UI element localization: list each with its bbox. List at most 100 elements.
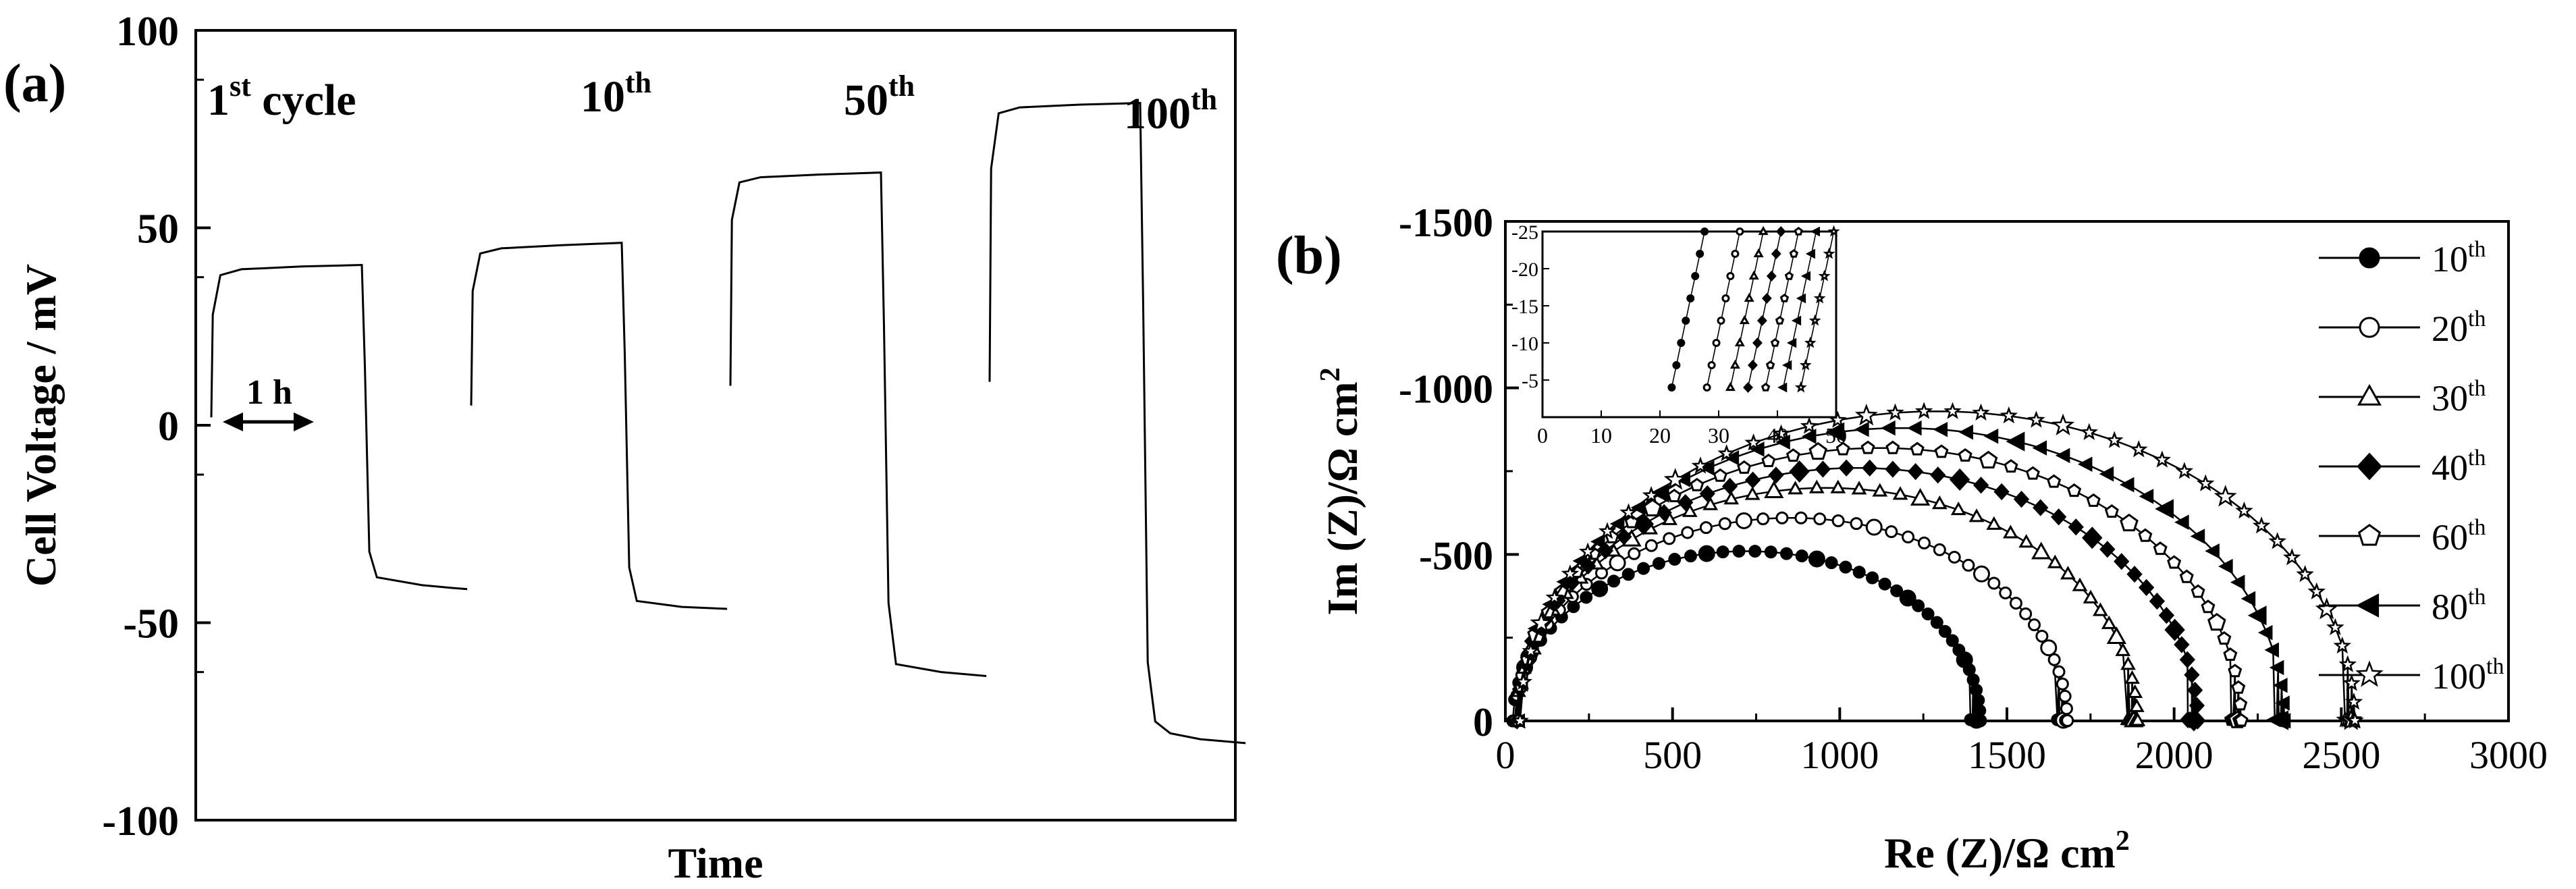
panel-b-point-80th-19 bbox=[1881, 420, 1896, 436]
panel-b-point-60th-37 bbox=[2201, 599, 2216, 614]
one-hour-arrow-left-head bbox=[223, 412, 243, 431]
panel-b-point-40th-36 bbox=[2149, 593, 2166, 610]
panel-b-point-40th-17 bbox=[1789, 460, 1810, 483]
panel-b-point-30th-15 bbox=[1723, 491, 1740, 505]
panel-b-y-axis-label-sup: 2 bbox=[1315, 367, 1346, 381]
inset-y-tick-label-1: -20 bbox=[1511, 259, 1538, 281]
cycle-label-0-base: 1 bbox=[207, 76, 230, 125]
legend-marker-20th bbox=[2359, 317, 2380, 338]
panel-b-point-60th-25 bbox=[2004, 459, 2018, 473]
panel-b-point-10th-15 bbox=[1668, 553, 1682, 566]
inset-point-10th-5 bbox=[1691, 272, 1700, 280]
panel-b-x-tick-label-2: 1000 bbox=[1800, 733, 1879, 777]
panel-b-point-100th-32 bbox=[2235, 501, 2253, 519]
panel-b-point-100th-8 bbox=[1619, 503, 1638, 520]
panel-b-point-60th-17 bbox=[1808, 441, 1827, 460]
inset-y-tick-label-2: -15 bbox=[1511, 296, 1538, 318]
panel-b-point-30th-24 bbox=[1910, 487, 1931, 506]
panel-a-y-tick-label-2: 0 bbox=[158, 404, 179, 450]
inset-x-tick-label-0: 0 bbox=[1537, 423, 1548, 448]
legend-label-sup-100: th bbox=[2486, 654, 2504, 679]
inset-point-30th-6 bbox=[1753, 248, 1764, 258]
inset-point-30th-1 bbox=[1729, 359, 1740, 369]
panel-b-point-80th-21 bbox=[1933, 421, 1948, 437]
panel-b-point-20th-38 bbox=[2040, 639, 2058, 657]
panel-b-point-80th-20 bbox=[1907, 420, 1922, 436]
panel-b-point-80th-23 bbox=[1983, 428, 1999, 444]
panel-b-point-100th-29 bbox=[2175, 462, 2194, 479]
panel-b-point-20th-13 bbox=[1663, 532, 1676, 545]
panel-b-point-40th-27 bbox=[2013, 490, 2030, 508]
cycle-label-1-base: 10 bbox=[581, 72, 625, 122]
legend-label-base-10: 10 bbox=[2432, 239, 2468, 279]
panel-b-point-60th-31 bbox=[2120, 513, 2139, 532]
panel-b-y-tick-label-1: -1000 bbox=[1399, 367, 1493, 412]
panel-b-point-40th-37 bbox=[2158, 607, 2175, 624]
panel-b-point-20th-35 bbox=[2019, 607, 2033, 620]
panel-b-x-tick-label-3: 1500 bbox=[1968, 733, 2046, 777]
panel-b-series-10th bbox=[1506, 545, 1987, 729]
panel-b-point-30th-13 bbox=[1682, 503, 1698, 517]
panel-b-series-30th bbox=[1508, 479, 2146, 728]
panel-b-point-100th-11 bbox=[1691, 456, 1710, 474]
cycle-label-0-tail: cycle bbox=[251, 76, 356, 125]
inset-point-20th-5 bbox=[1726, 272, 1735, 280]
inset-point-10th-2 bbox=[1677, 339, 1686, 347]
inset-point-20th-4 bbox=[1721, 294, 1730, 302]
panel-b-point-80th-38 bbox=[2247, 605, 2267, 626]
inset-series-40th bbox=[1743, 225, 1786, 394]
panel-b-point-30th-14 bbox=[1702, 496, 1719, 510]
panel-b-point-100th-35 bbox=[2283, 548, 2301, 566]
panel-b-point-40th-33 bbox=[2114, 553, 2130, 570]
panel-b-point-10th-26 bbox=[1839, 560, 1852, 574]
panel-b-x-ticks: 0 500 1000 1500 2000 2500 3000 bbox=[1496, 707, 2548, 777]
inset-point-100th-2 bbox=[1804, 336, 1817, 348]
panel-b-point-80th-30 bbox=[2139, 489, 2154, 504]
panel-b-point-10th-17 bbox=[1698, 545, 1715, 562]
panel-b-point-10th-28 bbox=[1866, 571, 1879, 585]
panel-b-series bbox=[1506, 402, 2364, 732]
legend-label-60th: 60th bbox=[2432, 515, 2486, 558]
inset-point-80th-5 bbox=[1800, 271, 1811, 281]
panel-b-point-20th-26 bbox=[1902, 530, 1915, 543]
panel-b-point-60th-24 bbox=[1979, 450, 1998, 468]
panel-b-point-40th-15 bbox=[1744, 471, 1761, 489]
panel-b-point-100th-12 bbox=[1717, 444, 1736, 462]
panel-b-point-10th-13 bbox=[1637, 562, 1651, 575]
panel-b-point-40th-34 bbox=[2126, 566, 2143, 583]
panel-b-point-30th-17 bbox=[1764, 480, 1784, 498]
inset-point-20th-0 bbox=[1702, 383, 1711, 392]
panel-b-point-10th-29 bbox=[1878, 577, 1891, 591]
panel-b-point-80th-12 bbox=[1699, 460, 1715, 476]
inset-point-40th-0 bbox=[1743, 381, 1753, 394]
inset-series-20th bbox=[1702, 227, 1744, 392]
panel-b-point-80th-31 bbox=[2155, 499, 2174, 519]
panel-b-point-100th-5 bbox=[1561, 564, 1580, 582]
legend-label-40th: 40th bbox=[2432, 446, 2486, 488]
panel-b-point-80th-35 bbox=[2218, 558, 2233, 574]
panel-b-point-20th-36 bbox=[2028, 618, 2041, 632]
inset-point-40th-3 bbox=[1756, 315, 1767, 327]
panel-b-point-60th-23 bbox=[1958, 448, 1973, 462]
panel-a-y-tick-label-4: -100 bbox=[102, 799, 179, 844]
panel-b-point-80th-22 bbox=[1958, 425, 1974, 440]
panel-b-point-30th-48 bbox=[2128, 698, 2145, 712]
panel-b-point-40th-44 bbox=[2184, 666, 2200, 684]
panel-b-point-20th-18 bbox=[1756, 512, 1770, 526]
panel-b-y-tick-label-2: -500 bbox=[1419, 533, 1493, 578]
panel-b-point-30th-22 bbox=[1872, 483, 1888, 497]
panel-b-point-20th-12 bbox=[1644, 539, 1658, 552]
panel-b-point-60th-39 bbox=[2217, 631, 2232, 645]
panel-b-point-40th-26 bbox=[1993, 483, 2010, 501]
inset-point-100th-1 bbox=[1799, 358, 1812, 371]
panel-b-point-10th-14 bbox=[1652, 557, 1665, 570]
inset-x-tick-label-1: 10 bbox=[1590, 423, 1612, 448]
panel-b-point-10th-20 bbox=[1748, 545, 1762, 558]
legend-label-base-40: 40 bbox=[2432, 448, 2468, 488]
inset-point-20th-2 bbox=[1712, 339, 1721, 347]
panel-b-point-20th-23 bbox=[1850, 517, 1863, 531]
inset-point-60th-7 bbox=[1794, 226, 1803, 236]
panel-b-point-40th-13 bbox=[1699, 485, 1715, 503]
